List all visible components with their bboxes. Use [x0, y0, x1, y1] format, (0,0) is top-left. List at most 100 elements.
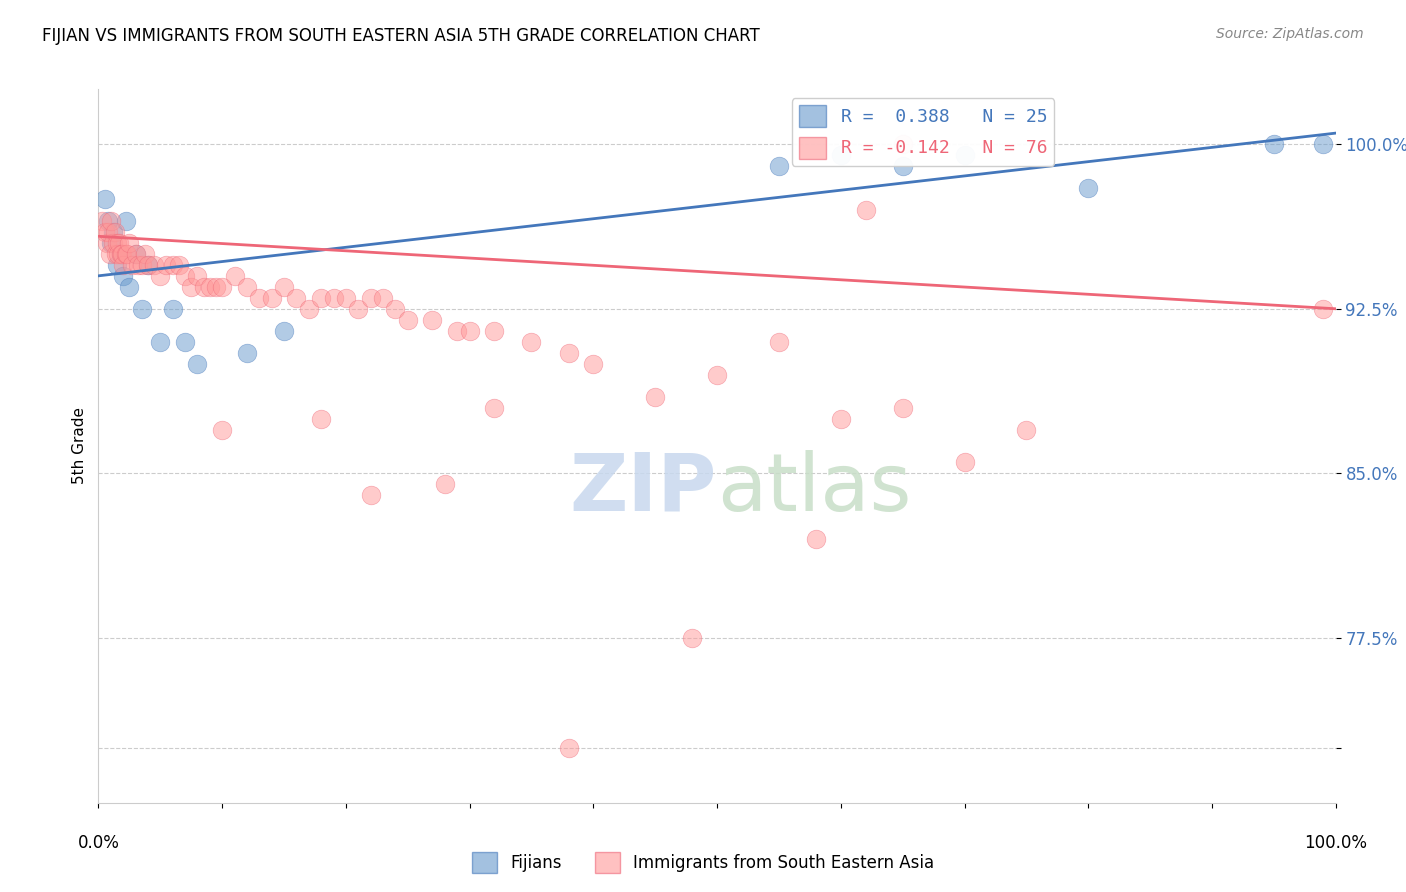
- Point: [118, 280, 141, 294]
- Point: [830, 411, 852, 425]
- Point: [91, 214, 114, 228]
- Point: [644, 390, 666, 404]
- Point: [205, 280, 228, 294]
- Point: [273, 280, 295, 294]
- Point: [557, 345, 579, 359]
- Point: [114, 214, 136, 228]
- Point: [433, 477, 456, 491]
- Point: [105, 258, 128, 272]
- Point: [115, 247, 138, 261]
- Point: [273, 324, 295, 338]
- Point: [371, 291, 394, 305]
- Text: 100.0%: 100.0%: [1305, 834, 1367, 852]
- Point: [149, 268, 172, 283]
- Point: [309, 291, 332, 305]
- Point: [211, 423, 233, 437]
- Text: FIJIAN VS IMMIGRANTS FROM SOUTH EASTERN ASIA 5TH GRADE CORRELATION CHART: FIJIAN VS IMMIGRANTS FROM SOUTH EASTERN …: [42, 27, 759, 45]
- Text: 0.0%: 0.0%: [77, 834, 120, 852]
- Point: [260, 291, 283, 305]
- Point: [224, 268, 246, 283]
- Point: [1263, 137, 1285, 152]
- Legend: Fijians, Immigrants from South Eastern Asia: Fijians, Immigrants from South Eastern A…: [465, 846, 941, 880]
- Point: [100, 214, 122, 228]
- Point: [118, 235, 141, 250]
- Point: [174, 268, 197, 283]
- Point: [484, 401, 506, 415]
- Point: [953, 148, 976, 162]
- Point: [180, 280, 202, 294]
- Point: [186, 357, 208, 371]
- Point: [186, 268, 208, 283]
- Point: [127, 258, 149, 272]
- Point: [236, 345, 259, 359]
- Point: [347, 301, 370, 316]
- Point: [131, 301, 153, 316]
- Point: [298, 301, 321, 316]
- Point: [384, 301, 406, 316]
- Point: [236, 280, 259, 294]
- Legend: R =  0.388   N = 25, R = -0.142   N = 76: R = 0.388 N = 25, R = -0.142 N = 76: [792, 98, 1054, 166]
- Y-axis label: 5th Grade: 5th Grade: [72, 408, 87, 484]
- Point: [136, 258, 159, 272]
- Point: [830, 148, 852, 162]
- Point: [198, 280, 221, 294]
- Point: [124, 247, 146, 261]
- Point: [103, 235, 125, 250]
- Point: [110, 247, 132, 261]
- Point: [100, 235, 122, 250]
- Point: [93, 225, 115, 239]
- Point: [309, 411, 332, 425]
- Point: [1312, 137, 1334, 152]
- Point: [105, 235, 128, 250]
- Point: [1077, 181, 1099, 195]
- Point: [804, 533, 827, 547]
- Point: [155, 258, 177, 272]
- Point: [93, 192, 115, 206]
- Point: [136, 258, 159, 272]
- Point: [557, 740, 579, 755]
- Point: [768, 334, 790, 349]
- Point: [162, 258, 184, 272]
- Point: [97, 214, 120, 228]
- Point: [855, 202, 877, 217]
- Point: [124, 247, 146, 261]
- Point: [103, 225, 125, 239]
- Point: [891, 159, 914, 173]
- Point: [891, 401, 914, 415]
- Point: [112, 258, 135, 272]
- Point: [143, 258, 166, 272]
- Point: [396, 312, 419, 326]
- Point: [98, 247, 121, 261]
- Point: [167, 258, 190, 272]
- Point: [891, 137, 914, 152]
- Point: [520, 334, 543, 349]
- Point: [706, 368, 728, 382]
- Point: [1015, 423, 1038, 437]
- Point: [1312, 301, 1334, 316]
- Point: [285, 291, 308, 305]
- Point: [484, 324, 506, 338]
- Point: [322, 291, 344, 305]
- Point: [768, 159, 790, 173]
- Point: [131, 258, 153, 272]
- Point: [582, 357, 605, 371]
- Point: [112, 268, 135, 283]
- Point: [104, 247, 127, 261]
- Point: [335, 291, 357, 305]
- Point: [193, 280, 215, 294]
- Text: Source: ZipAtlas.com: Source: ZipAtlas.com: [1216, 27, 1364, 41]
- Point: [103, 225, 125, 239]
- Text: ZIP: ZIP: [569, 450, 717, 528]
- Point: [111, 247, 134, 261]
- Text: atlas: atlas: [717, 450, 911, 528]
- Point: [149, 334, 172, 349]
- Point: [953, 455, 976, 469]
- Point: [162, 301, 184, 316]
- Point: [110, 247, 132, 261]
- Point: [360, 291, 382, 305]
- Point: [360, 488, 382, 502]
- Point: [458, 324, 481, 338]
- Point: [174, 334, 197, 349]
- Point: [446, 324, 468, 338]
- Point: [97, 225, 120, 239]
